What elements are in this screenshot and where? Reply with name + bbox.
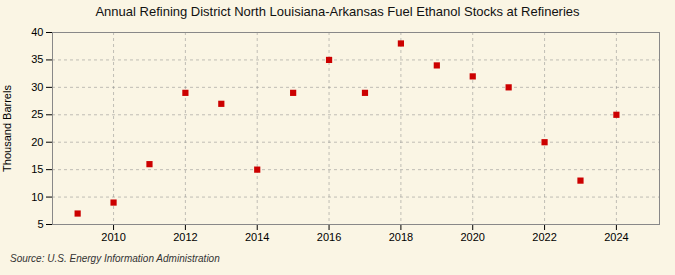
svg-text:10: 10	[31, 191, 43, 203]
svg-text:2014: 2014	[245, 231, 269, 243]
svg-text:35: 35	[31, 53, 43, 65]
svg-text:2022: 2022	[532, 231, 556, 243]
svg-text:2016: 2016	[317, 231, 341, 243]
svg-text:2018: 2018	[389, 231, 413, 243]
svg-text:2012: 2012	[173, 231, 197, 243]
svg-text:5: 5	[37, 218, 43, 230]
svg-text:2020: 2020	[460, 231, 484, 243]
svg-text:2010: 2010	[101, 231, 125, 243]
svg-text:30: 30	[31, 81, 43, 93]
html-text:Annual Refining District North: Annual Refining District North Louisiana…	[95, 4, 580, 19]
svg-text:15: 15	[31, 163, 43, 175]
svg-text:Thousand Barrels: Thousand Barrels	[1, 85, 13, 172]
svg-text:25: 25	[31, 108, 43, 120]
html-text:Source: U.S. Energy Informatio: Source: U.S. Energy Information Administ…	[10, 253, 220, 264]
svg-text:40: 40	[31, 26, 43, 38]
svg-text:2024: 2024	[604, 231, 628, 243]
svg-text:20: 20	[31, 136, 43, 148]
